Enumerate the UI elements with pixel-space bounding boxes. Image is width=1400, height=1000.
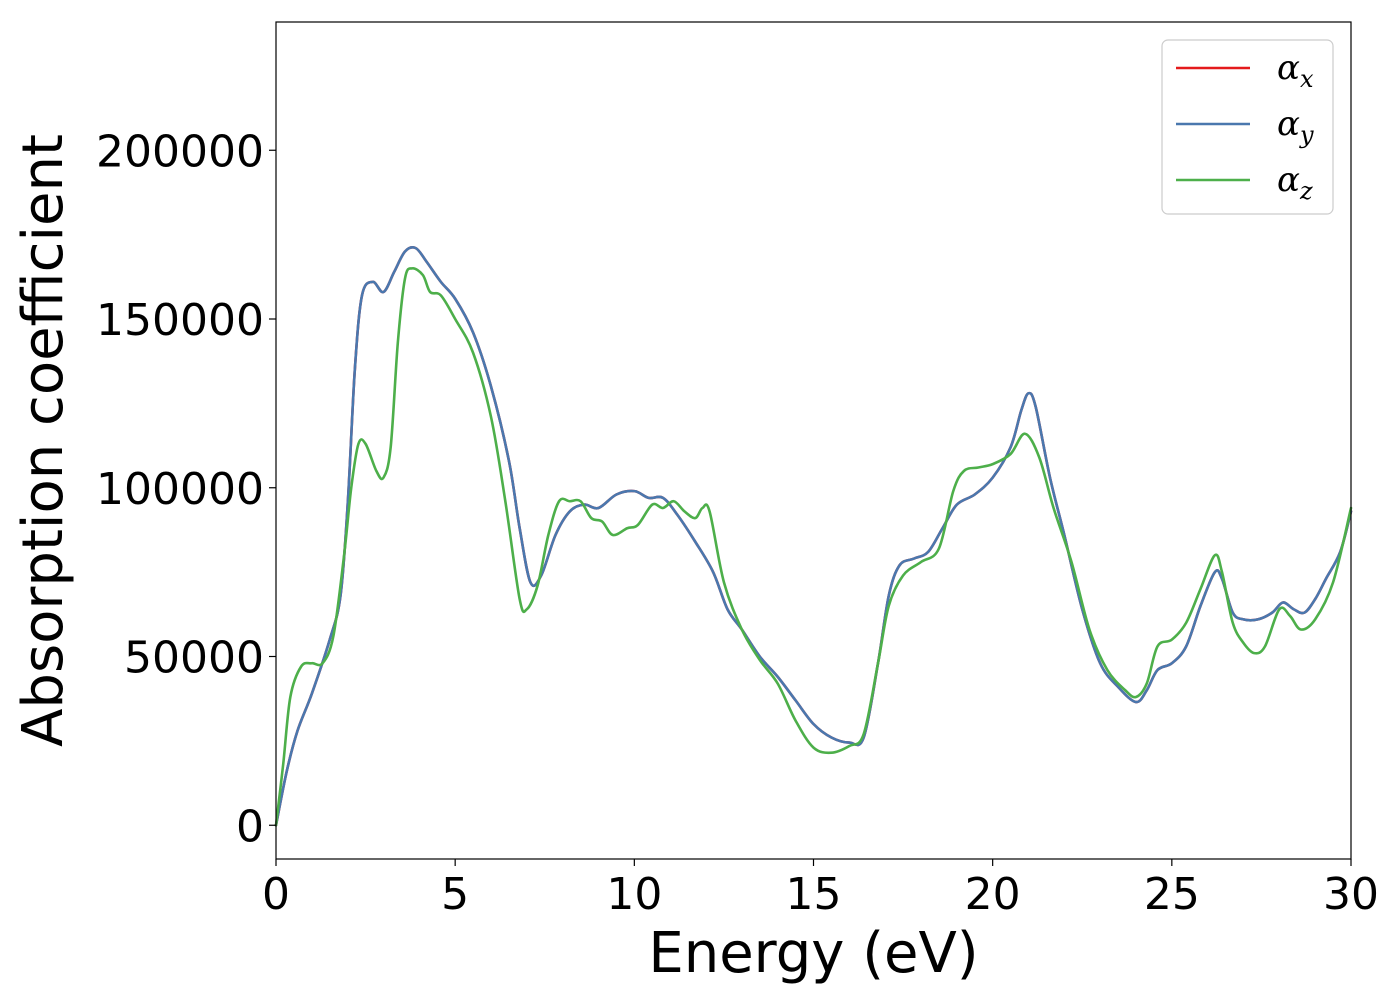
y-tick-label: 200000	[96, 126, 264, 177]
y-tick-label: 150000	[96, 295, 264, 346]
series-layer	[274, 246, 1353, 827]
y-axis: 0 50000 100000 150000 200000	[96, 126, 276, 852]
x-tick-label: 5	[441, 869, 469, 920]
series-line-y	[274, 246, 1353, 827]
x-tick-label: 0	[262, 869, 290, 920]
y-axis-label: Absorption coefficient	[11, 134, 76, 747]
legend-label-x: αx	[1277, 48, 1314, 93]
legend-label-z: αz	[1277, 160, 1313, 205]
x-axis-label: Energy (eV)	[648, 921, 978, 986]
legend-box	[1161, 39, 1334, 215]
y-tick-label: 0	[236, 801, 264, 852]
legend-label-y: αy	[1277, 104, 1314, 149]
x-tick-label: 15	[786, 869, 842, 920]
series-line-z	[274, 267, 1353, 827]
y-tick-label: 50000	[124, 633, 264, 684]
x-tick-label: 20	[965, 869, 1021, 920]
series-line-x	[274, 246, 1353, 827]
x-tick-label: 25	[1144, 869, 1200, 920]
x-tick-label: 30	[1323, 869, 1379, 920]
x-tick-label: 10	[606, 869, 662, 920]
y-tick-label: 100000	[96, 464, 264, 515]
legend: αx αy αz	[1161, 39, 1334, 215]
x-axis: 0 5 10 15 20 25 30	[262, 859, 1379, 920]
